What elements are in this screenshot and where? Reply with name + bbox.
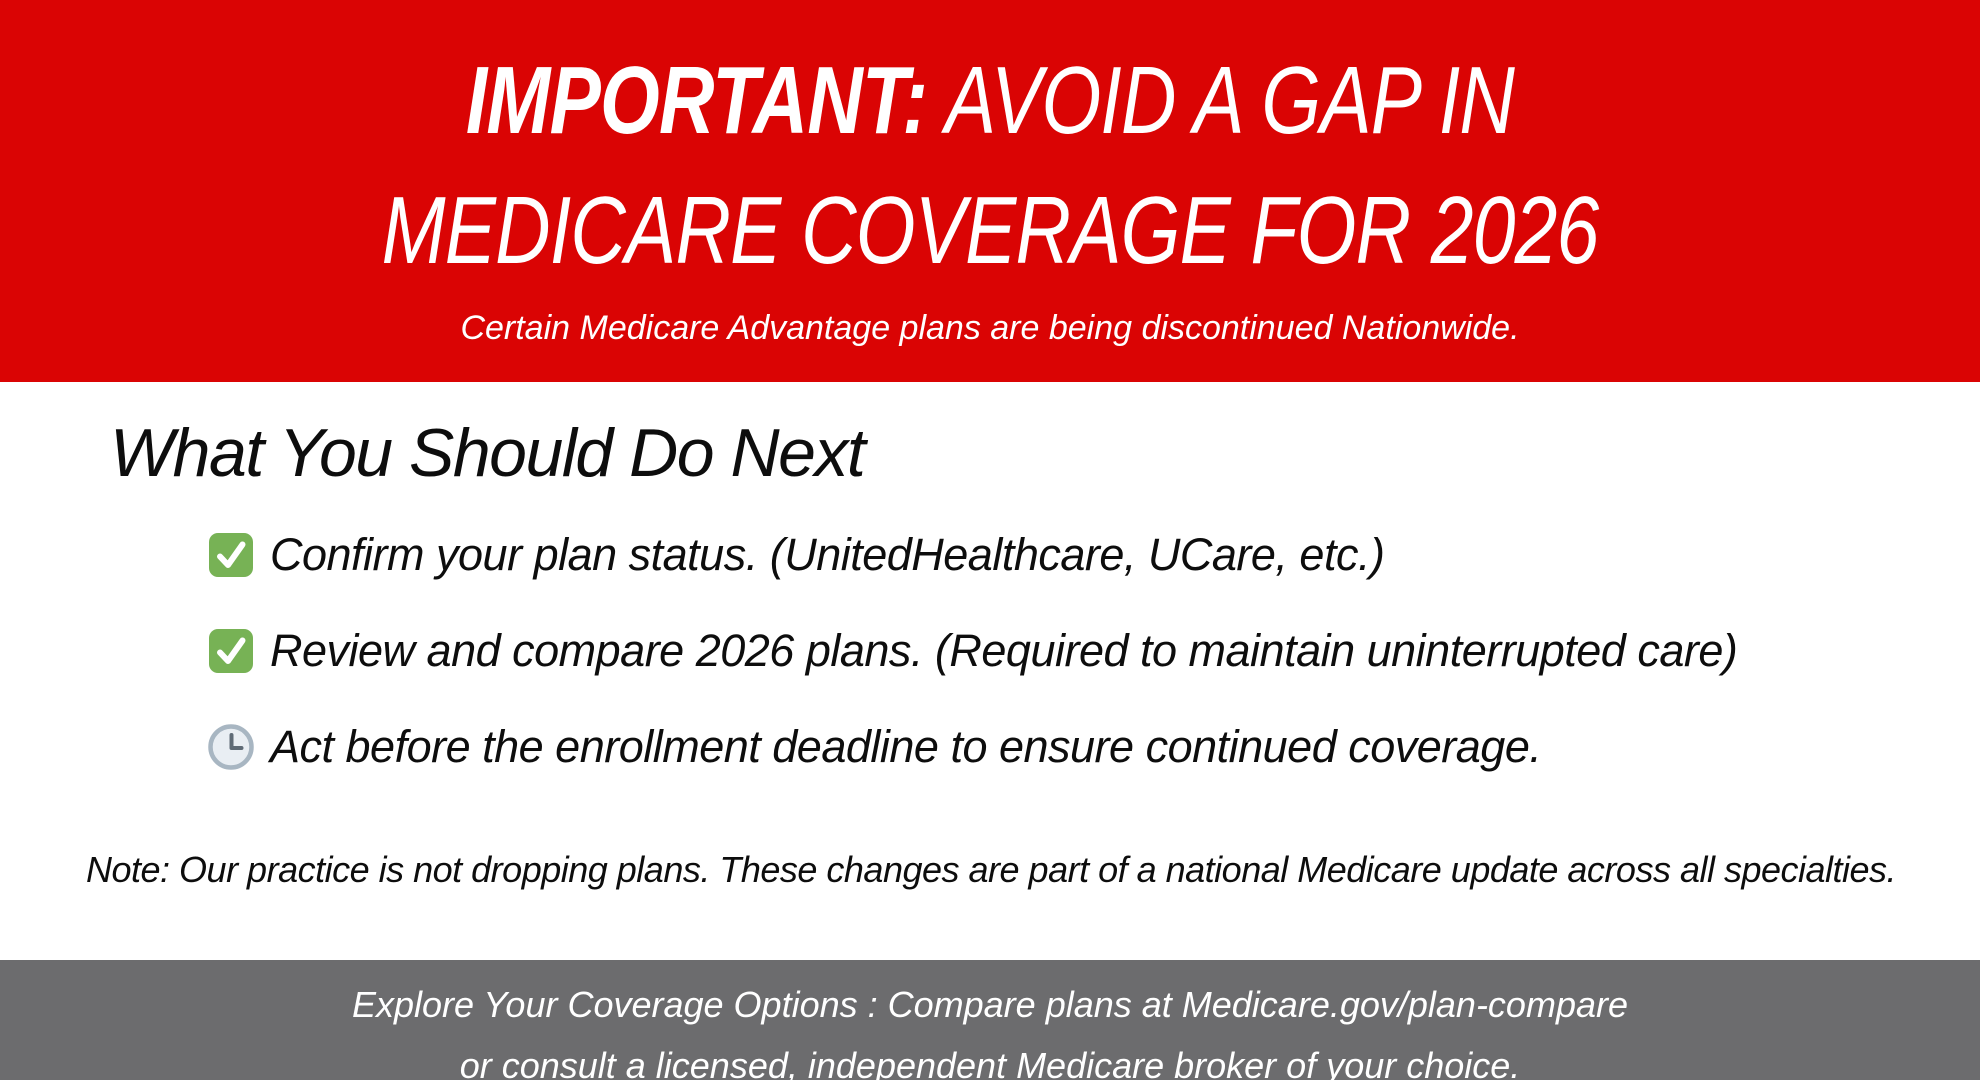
headline-important: IMPORTANT: (465, 47, 928, 154)
checklist-item-text: Act before the enrollment deadline to en… (270, 721, 1542, 772)
check-icon (208, 628, 254, 674)
check-icon (208, 532, 254, 578)
headline-line-2: MEDICARE COVERAGE FOR 2026 (381, 177, 1600, 284)
clock-icon (208, 724, 254, 770)
checklist-item-text: Confirm your plan status. (UnitedHealthc… (270, 529, 1385, 580)
checklist-item-text: Review and compare 2026 plans. (Required… (270, 625, 1738, 676)
checklist: Confirm your plan status. (UnitedHealthc… (208, 520, 1980, 782)
footer-line-2: or consult a licensed, independent Medic… (459, 1045, 1521, 1080)
checklist-item: Review and compare 2026 plans. (Required… (208, 616, 1980, 686)
section-heading: What You Should Do Next (110, 415, 866, 491)
headline-line-1: IMPORTANT: AVOID A GAP IN (198, 36, 1782, 166)
headline-rest: AVOID A GAP IN (927, 47, 1515, 154)
alert-banner: IMPORTANT: AVOID A GAP IN MEDICARE COVER… (0, 0, 1980, 382)
banner-subtitle: Certain Medicare Advantage plans are bei… (460, 309, 1520, 347)
footer-banner: Explore Your Coverage Options : Compare … (0, 960, 1980, 1080)
footer-line-1: Explore Your Coverage Options : Compare … (351, 984, 1628, 1025)
practice-note: Note: Our practice is not dropping plans… (86, 849, 1897, 890)
checklist-item: Act before the enrollment deadline to en… (208, 712, 1980, 782)
content-section: What You Should Do Next Confirm your pla… (0, 412, 1980, 960)
checklist-item: Confirm your plan status. (UnitedHealthc… (208, 520, 1980, 590)
